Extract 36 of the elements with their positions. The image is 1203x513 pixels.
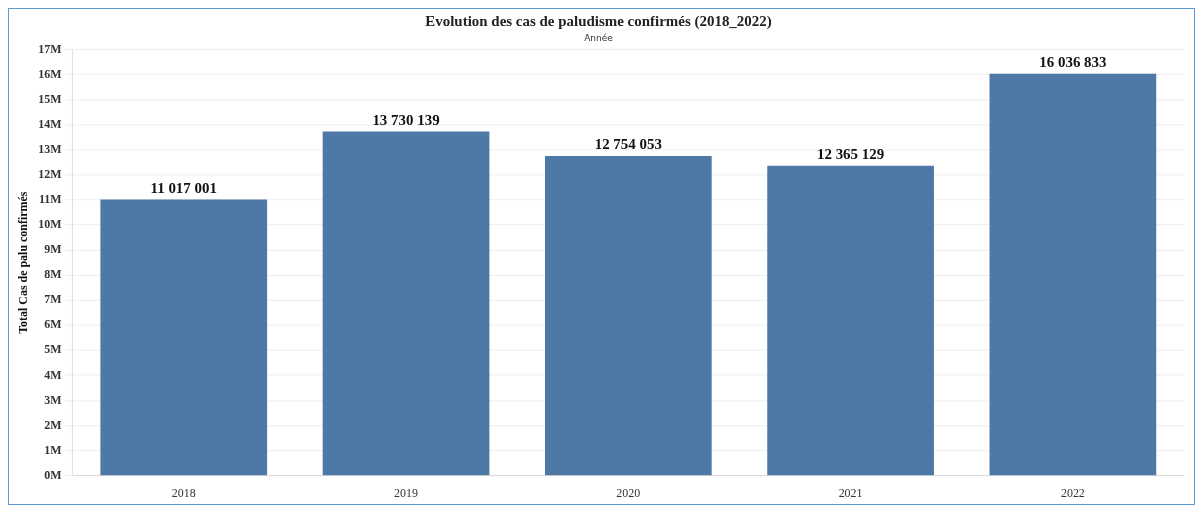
y-tick-label: 9M [44,242,62,257]
chart-title: Evolution des cas de paludisme confirmés (2018_2022) [425,12,772,30]
y-tick-label: 4M [44,367,62,382]
y-tick-label: 14M [38,116,62,131]
data-label: 12 754 053 [594,136,662,153]
bar [100,199,268,476]
y-tick-label: 10M [38,217,62,232]
chart-subtitle: Année [584,32,614,43]
x-tick-label: 2019 [394,486,419,500]
x-tick-label: 2021 [838,486,863,500]
y-tick-label: 3M [44,392,62,407]
data-label: 12 365 129 [816,146,885,163]
x-tick-label: 2018 [171,486,196,500]
data-label: 16 036 833 [1039,54,1107,71]
bar [544,156,712,476]
x-tick-label: 2022 [1060,486,1085,500]
y-axis-title: Total Cas de palu confirmés [16,191,31,334]
y-tick-label: 15M [38,91,62,106]
y-tick-label: 13M [38,141,62,156]
y-tick-label: 5M [44,342,62,357]
bar [767,165,934,476]
y-tick-label: 7M [44,292,62,307]
y-tick-label: 11M [39,192,62,207]
y-tick-label: 1M [44,442,62,457]
y-tick-label: 16M [38,66,62,81]
y-tick-label: 12M [38,167,62,182]
bar [322,131,490,476]
x-tick-label: 2020 [616,486,641,500]
y-tick-label: 2M [44,417,62,432]
y-tick-label: 0M [44,467,62,482]
y-tick-label: 8M [44,267,62,282]
data-label: 11 017 001 [150,180,217,196]
y-tick-label: 6M [44,317,62,332]
data-label: 13 730 139 [372,112,440,128]
y-tick-label: 17M [38,41,62,56]
bar [989,73,1157,476]
